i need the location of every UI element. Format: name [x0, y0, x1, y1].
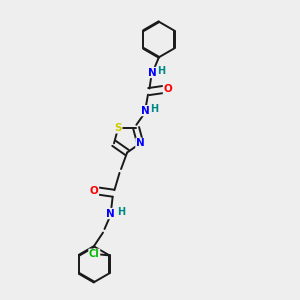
Text: N: N — [106, 208, 115, 218]
Text: S: S — [114, 123, 122, 133]
Text: N: N — [136, 138, 145, 148]
Text: H: H — [117, 207, 125, 217]
Text: N: N — [140, 106, 149, 116]
Text: Cl: Cl — [89, 249, 100, 259]
Text: H: H — [158, 66, 166, 76]
Text: N: N — [148, 68, 157, 77]
Text: H: H — [151, 104, 159, 114]
Text: O: O — [90, 186, 98, 196]
Text: O: O — [164, 84, 172, 94]
